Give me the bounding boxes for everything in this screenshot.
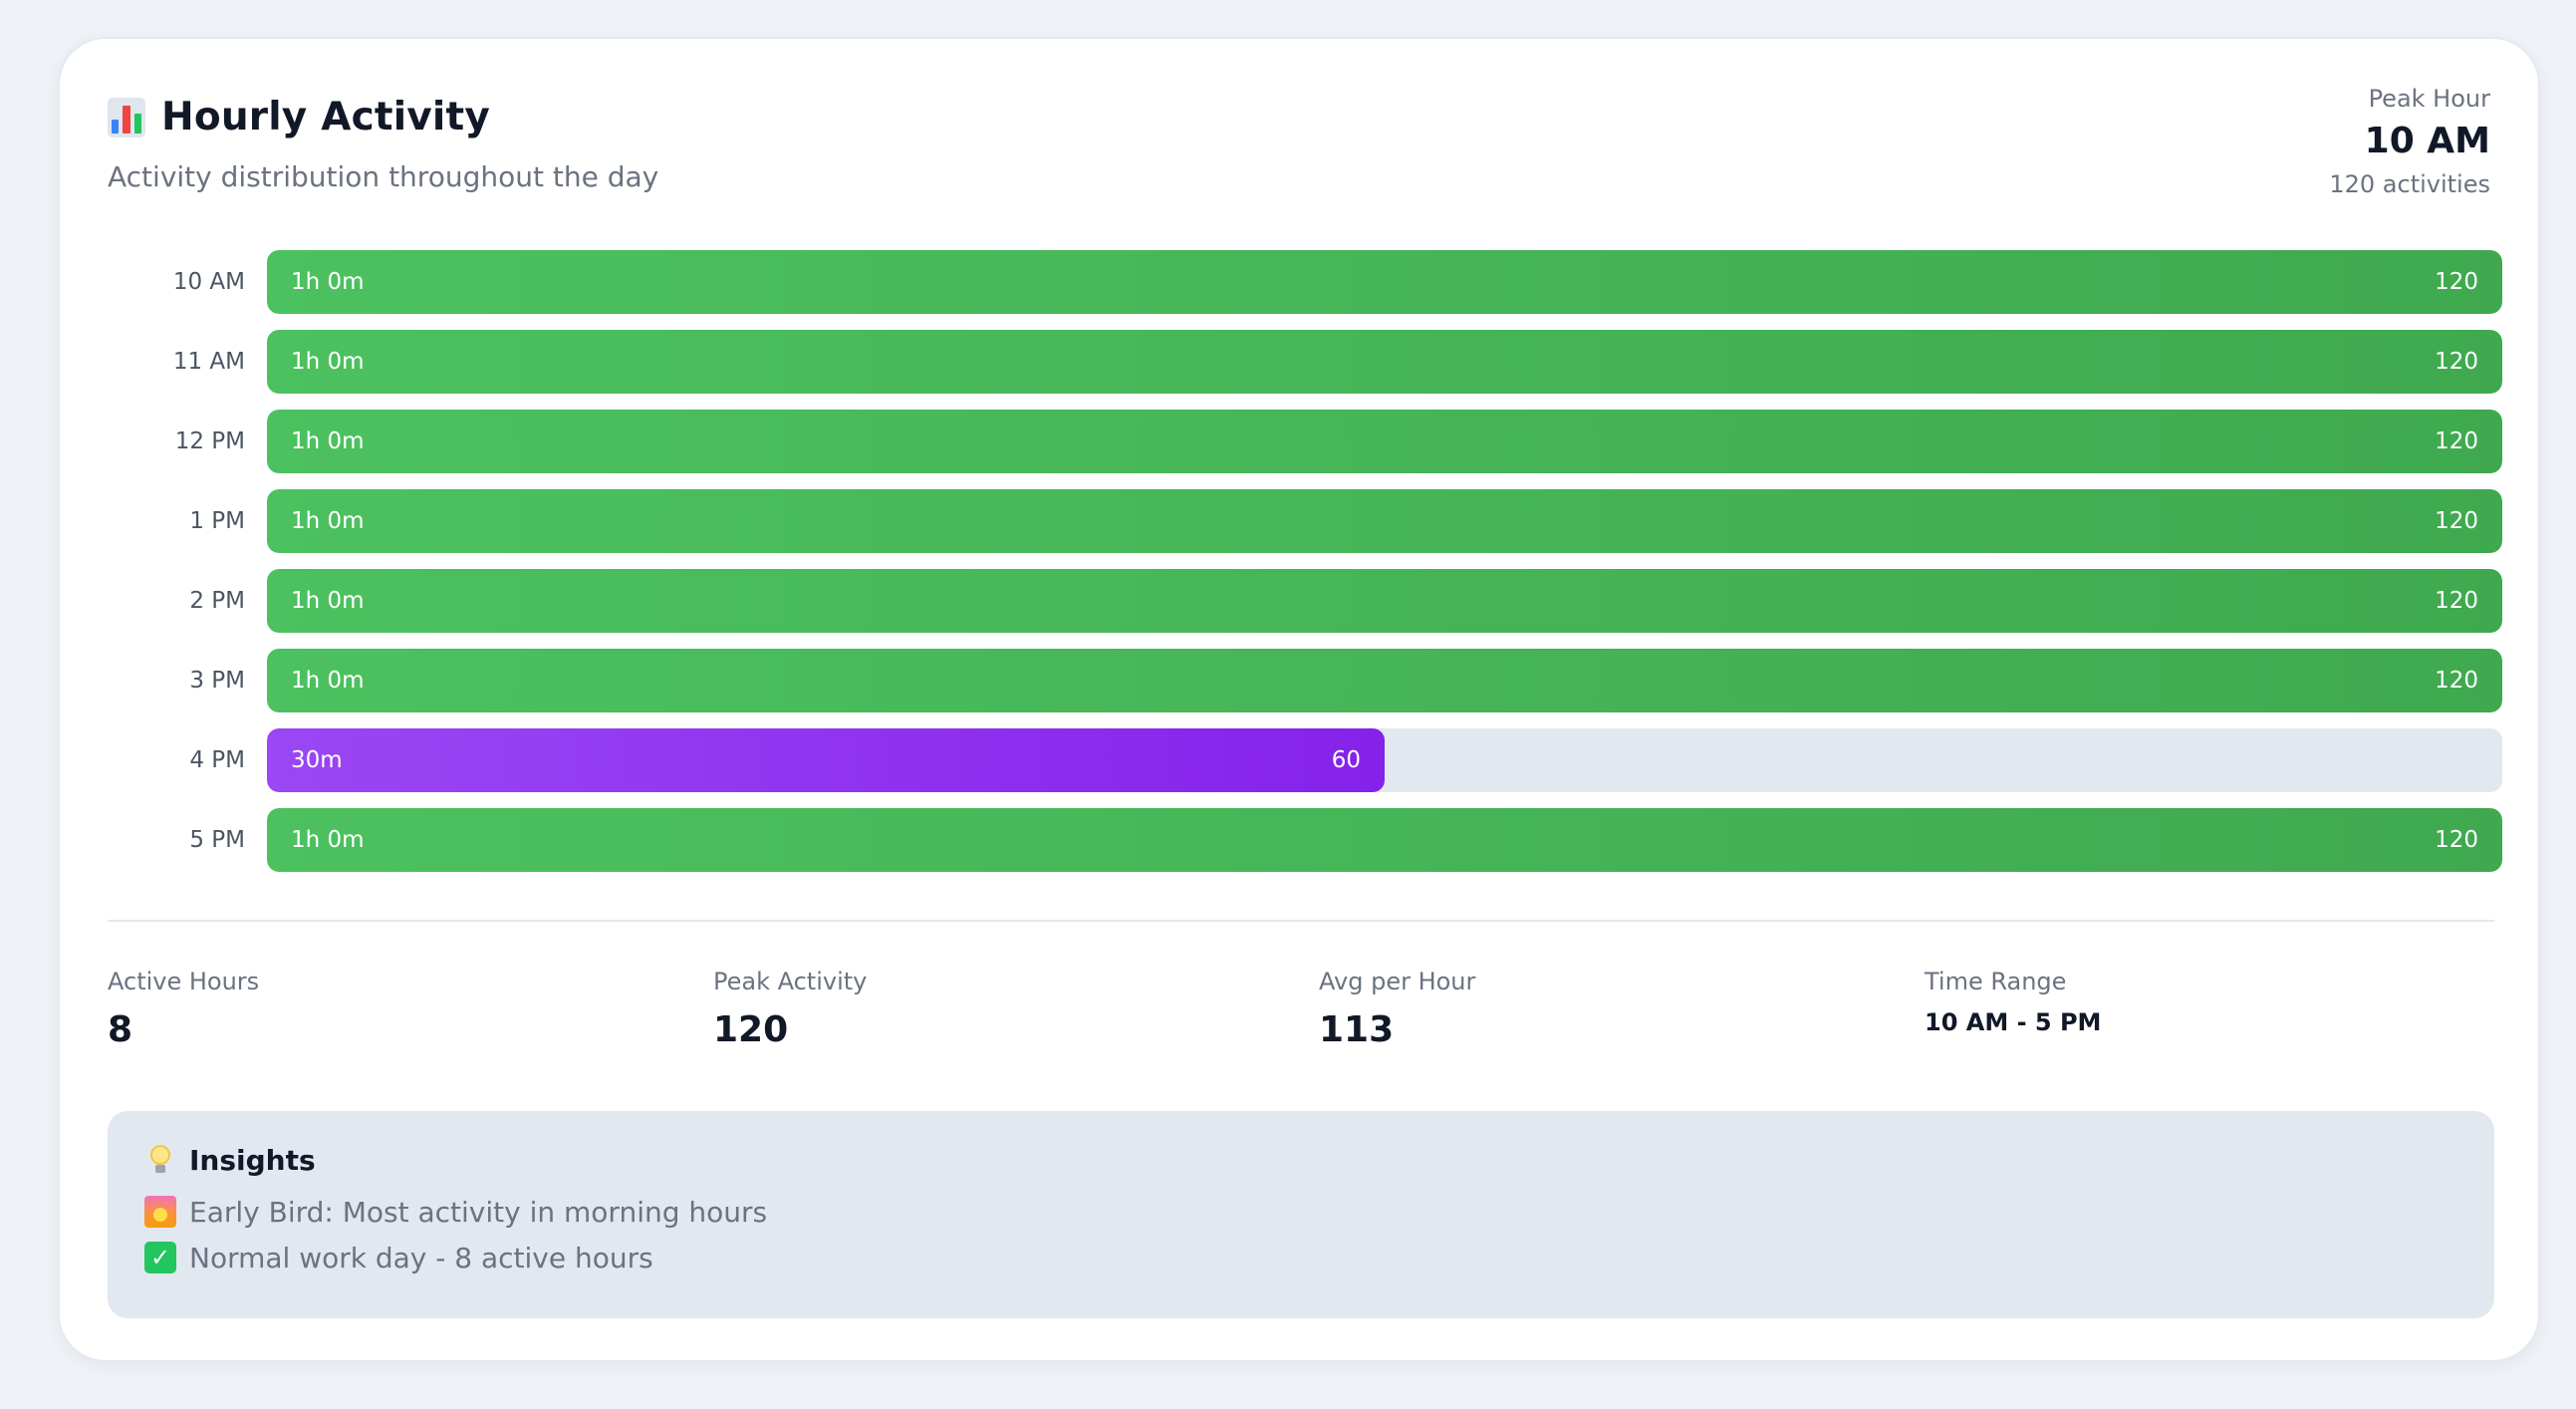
stat-label: Peak Activity <box>713 968 868 995</box>
insights-header: Insights <box>143 1143 2458 1177</box>
chart-row: 11 AM 1h 0m 120 <box>108 330 2502 394</box>
peak-hour-value: 10 AM <box>2364 120 2490 161</box>
activity-bar[interactable]: 1h 0m 120 <box>267 569 2502 633</box>
peak-hour-label: Peak Hour <box>2368 85 2490 113</box>
bar-track: 1h 0m 120 <box>267 489 2502 553</box>
activity-bar[interactable]: 30m 60 <box>267 728 1385 792</box>
chart-row: 5 PM 1h 0m 120 <box>108 808 2502 872</box>
page-subtitle: Activity distribution throughout the day <box>108 160 659 193</box>
bar-value-label: 120 <box>2435 588 2478 614</box>
hour-label: 12 PM <box>174 428 245 454</box>
bar-duration-label: 1h 0m <box>291 269 365 295</box>
activity-bar[interactable]: 1h 0m 120 <box>267 649 2502 712</box>
bar-track: 30m 60 <box>267 728 2502 792</box>
bar-value-label: 60 <box>1331 747 1361 773</box>
bar-track: 1h 0m 120 <box>267 569 2502 633</box>
insight-item: ✓ Normal work day - 8 active hours <box>143 1241 2458 1274</box>
hour-label: 10 AM <box>172 269 245 295</box>
stat-value: 113 <box>1319 1008 1395 1050</box>
sunrise-icon <box>143 1195 177 1229</box>
stat-label: Avg per Hour <box>1319 968 1476 995</box>
stats-row: Active Hours 8 Peak Activity 120 Avg per… <box>108 968 2494 1087</box>
hour-label: 11 AM <box>172 349 245 375</box>
bar-value-label: 120 <box>2435 349 2478 375</box>
page-title: Hourly Activity <box>161 95 490 140</box>
chart-row: 4 PM 30m 60 <box>108 728 2502 792</box>
bar-value-label: 120 <box>2435 428 2478 454</box>
check-icon: ✓ <box>143 1241 177 1274</box>
stat-value: 10 AM - 5 PM <box>1925 1007 2102 1036</box>
hour-label: 3 PM <box>189 668 245 694</box>
title-row: Hourly Activity <box>108 95 490 140</box>
activity-bar[interactable]: 1h 0m 120 <box>267 330 2502 394</box>
hourly-activity-card: Hourly Activity Activity distribution th… <box>58 37 2540 1362</box>
hour-label: 5 PM <box>189 827 245 853</box>
stat-avg-per-hour: Avg per Hour 113 <box>1319 968 1877 1051</box>
insight-text: Early Bird: Most activity in morning hou… <box>189 1195 768 1229</box>
stat-label: Time Range <box>1925 968 2067 995</box>
activity-bar[interactable]: 1h 0m 120 <box>267 410 2502 473</box>
chart-row: 12 PM 1h 0m 120 <box>108 410 2502 473</box>
bar-duration-label: 1h 0m <box>291 668 365 694</box>
hour-label: 1 PM <box>189 508 245 534</box>
insights-panel: Insights Early Bird: Most activity in mo… <box>108 1111 2494 1318</box>
chart-row: 1 PM 1h 0m 120 <box>108 489 2502 553</box>
lightbulb-icon <box>143 1143 177 1177</box>
bar-duration-label: 1h 0m <box>291 827 365 853</box>
bar-duration-label: 1h 0m <box>291 428 365 454</box>
chart-row: 3 PM 1h 0m 120 <box>108 649 2502 712</box>
stat-active-hours: Active Hours 8 <box>108 968 665 1051</box>
chart-row: 2 PM 1h 0m 120 <box>108 569 2502 633</box>
bar-track: 1h 0m 120 <box>267 250 2502 314</box>
stat-value: 120 <box>713 1008 789 1050</box>
bar-duration-label: 1h 0m <box>291 349 365 375</box>
activity-bar[interactable]: 1h 0m 120 <box>267 808 2502 872</box>
bar-value-label: 120 <box>2435 668 2478 694</box>
stat-label: Active Hours <box>108 968 260 995</box>
activity-bar[interactable]: 1h 0m 120 <box>267 489 2502 553</box>
bar-value-label: 120 <box>2435 508 2478 534</box>
insights-title: Insights <box>189 1143 316 1177</box>
activity-bar[interactable]: 1h 0m 120 <box>267 250 2502 314</box>
bar-track: 1h 0m 120 <box>267 649 2502 712</box>
peak-hour-summary: Peak Hour 10 AM 120 activities <box>2329 85 2490 199</box>
bar-value-label: 120 <box>2435 269 2478 295</box>
bar-chart-icon <box>108 97 145 138</box>
bar-duration-label: 1h 0m <box>291 508 365 534</box>
divider <box>108 920 2494 922</box>
stat-peak-activity: Peak Activity 120 <box>713 968 1271 1051</box>
bar-track: 1h 0m 120 <box>267 410 2502 473</box>
bar-track: 1h 0m 120 <box>267 330 2502 394</box>
insight-text: Normal work day - 8 active hours <box>189 1241 653 1274</box>
hour-label: 4 PM <box>189 747 245 773</box>
chart-row: 10 AM 1h 0m 120 <box>108 250 2502 314</box>
bar-duration-label: 1h 0m <box>291 588 365 614</box>
stat-time-range: Time Range 10 AM - 5 PM <box>1925 968 2482 1037</box>
bar-duration-label: 30m <box>291 747 343 773</box>
bar-value-label: 120 <box>2435 827 2478 853</box>
peak-hour-count: 120 activities <box>2329 170 2490 199</box>
insight-item: Early Bird: Most activity in morning hou… <box>143 1195 2458 1229</box>
stat-value: 8 <box>108 1008 133 1050</box>
bar-track: 1h 0m 120 <box>267 808 2502 872</box>
hour-label: 2 PM <box>189 588 245 614</box>
